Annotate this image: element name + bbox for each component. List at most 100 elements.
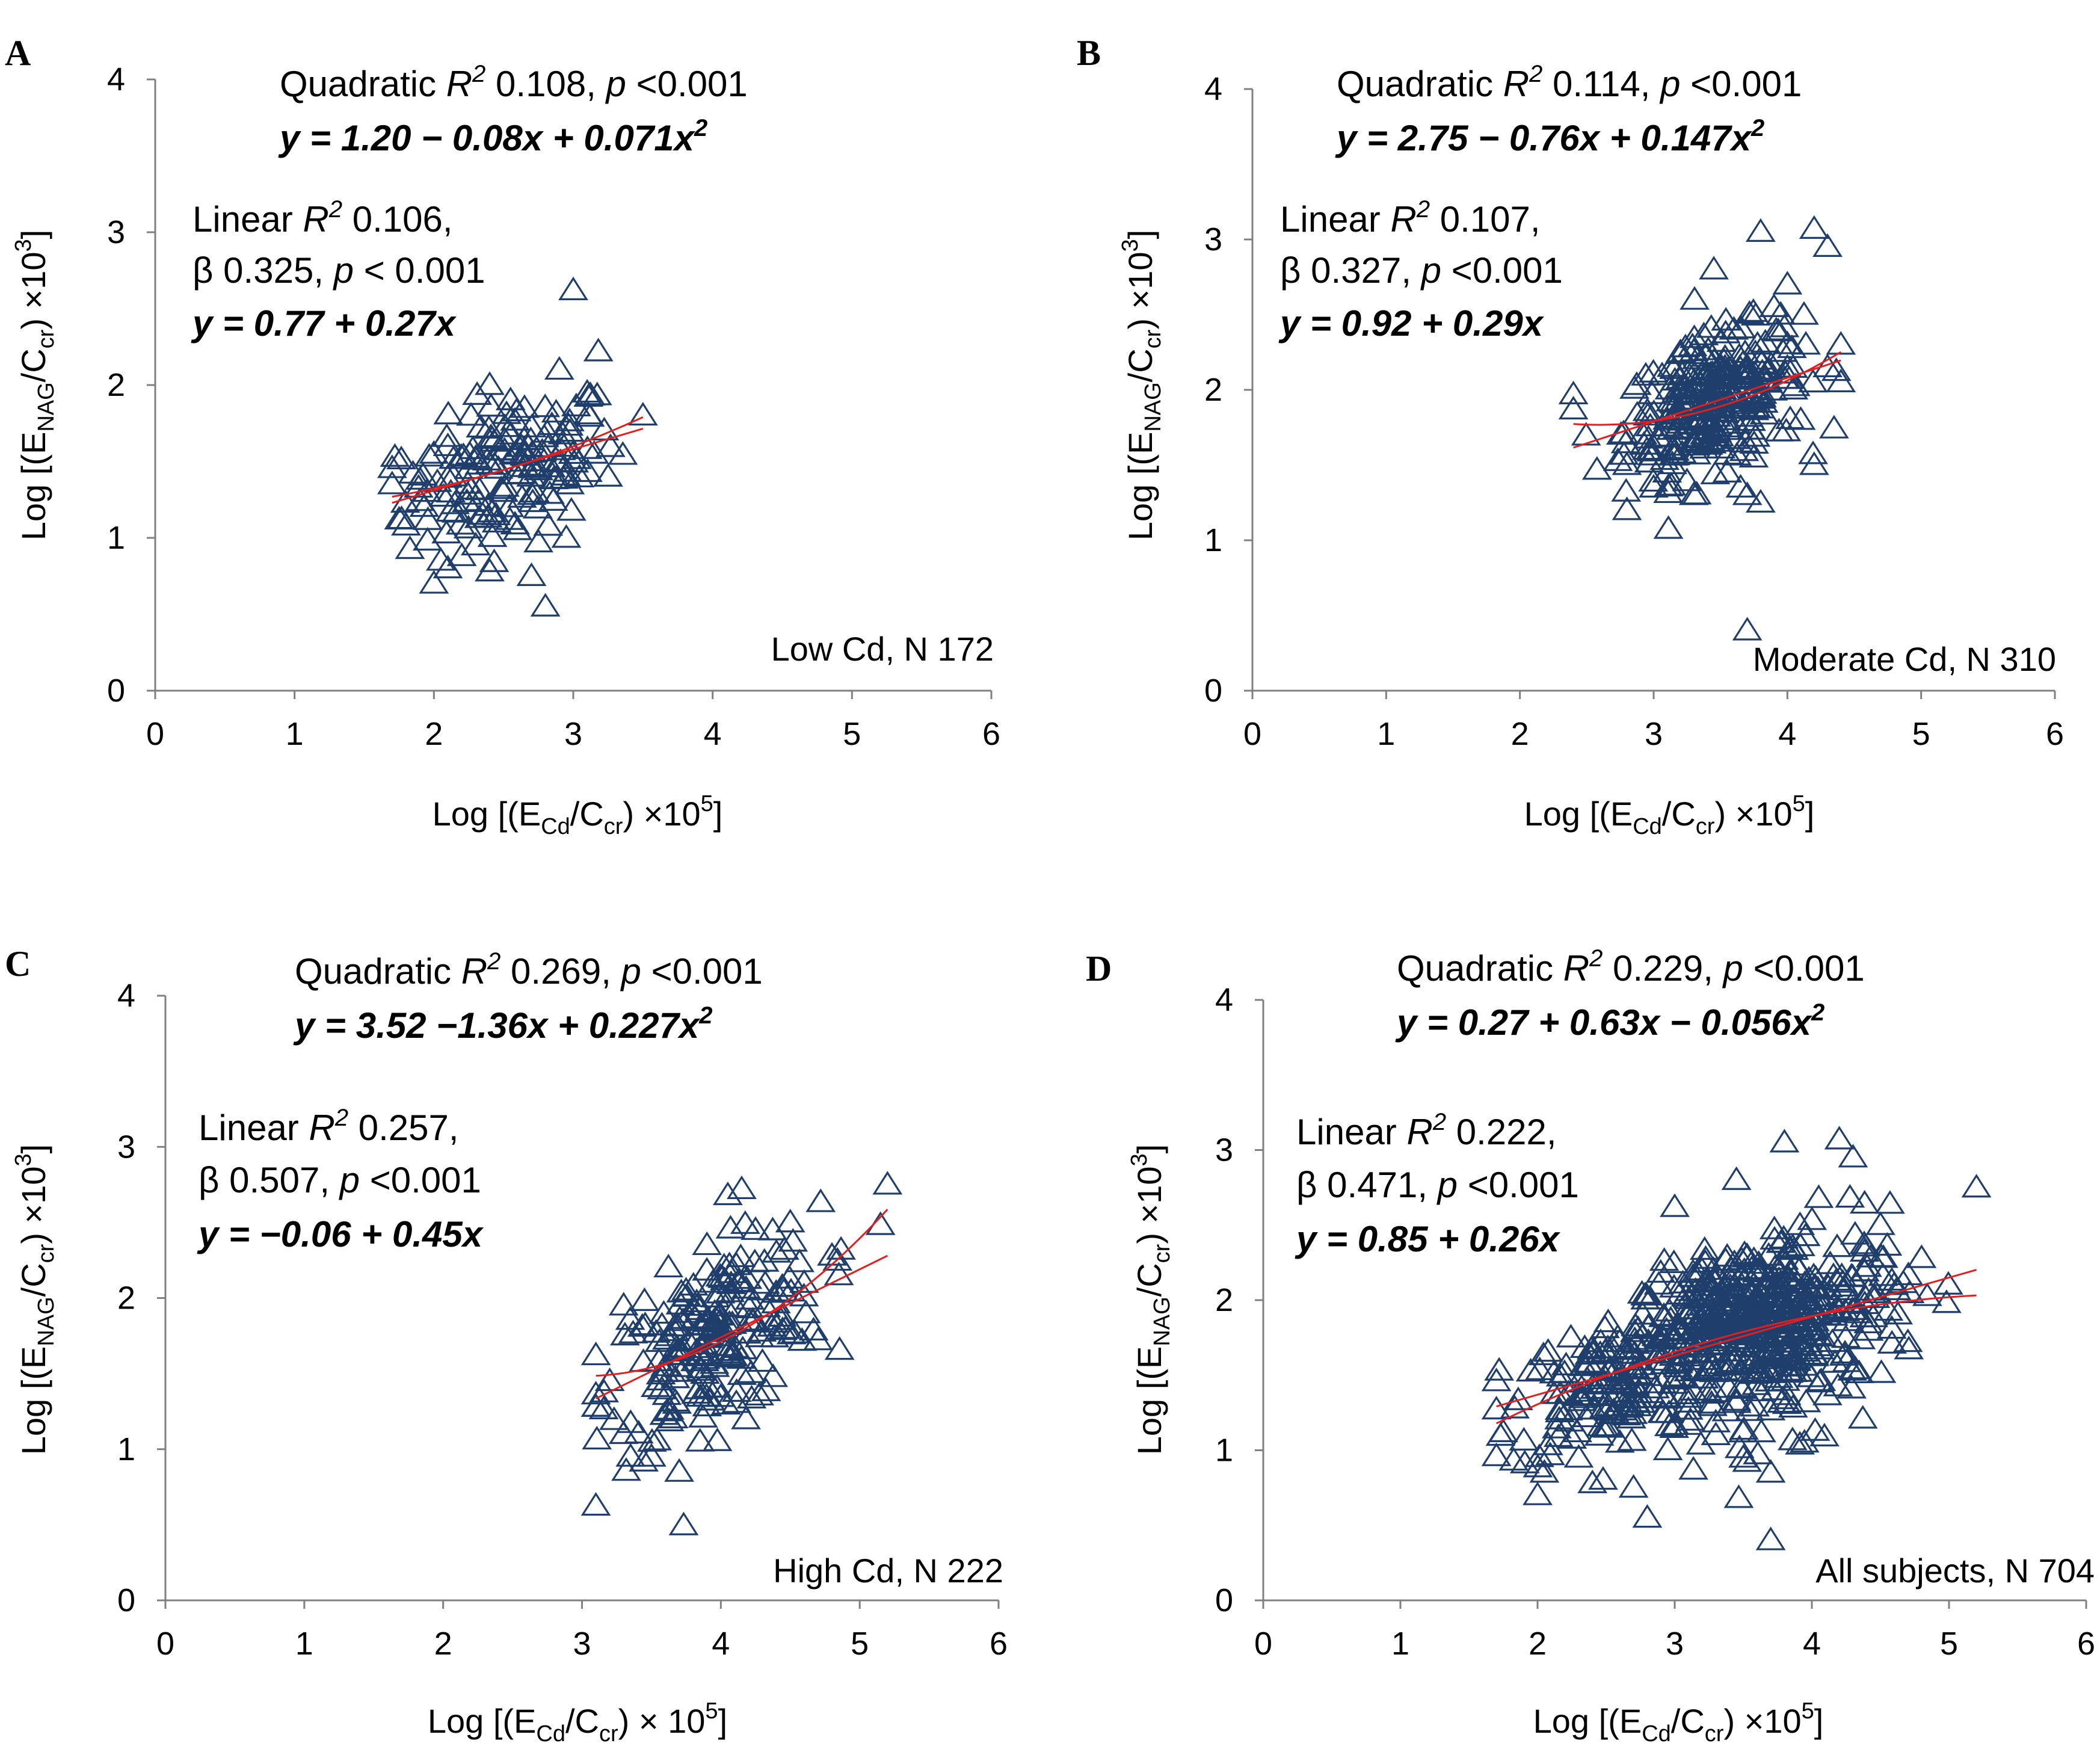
data-point (1574, 1340, 1605, 1365)
data-point (1696, 1390, 1727, 1414)
data-point (1726, 1246, 1757, 1270)
data-point (1789, 1429, 1820, 1453)
data-point (517, 454, 548, 478)
data-point (700, 1283, 730, 1308)
data-point (1692, 386, 1723, 410)
data-point (1588, 1466, 1618, 1490)
data-point (1618, 1474, 1649, 1498)
y-axis-label: Log [(ENAG/Ccr) ×103] (11, 230, 59, 540)
data-point (1553, 1380, 1584, 1404)
data-point (552, 458, 583, 482)
data-point (1826, 331, 1856, 355)
data-point (784, 1248, 815, 1272)
data-point (544, 356, 574, 380)
data-point (1679, 360, 1710, 384)
data-point (555, 470, 585, 495)
data-point (494, 493, 525, 517)
data-point (790, 1300, 821, 1324)
data-point (1826, 368, 1856, 392)
data-point (1509, 1426, 1539, 1451)
x-axis-label: Log [(ECd/Ccr) × 105] (428, 1698, 727, 1747)
data-point (1664, 379, 1695, 403)
data-point (1529, 1459, 1560, 1483)
data-point (1699, 1265, 1729, 1289)
data-point (716, 1270, 747, 1294)
data-point (615, 1306, 645, 1330)
x-tick-label: 2 (434, 1626, 452, 1662)
panel-label: D (1086, 949, 1112, 988)
data-point (1705, 1313, 1736, 1337)
data-point (1806, 1367, 1837, 1392)
data-point (1563, 1444, 1594, 1468)
scatter-points (580, 1171, 903, 1535)
data-point (688, 1404, 718, 1428)
data-point (805, 1188, 836, 1212)
y-tick-label: 3 (1204, 221, 1222, 258)
data-point (1738, 443, 1769, 467)
data-point (1673, 1411, 1704, 1435)
data-point (1772, 271, 1803, 295)
linear-beta: β 0.507, p <0.001 (199, 1160, 481, 1200)
x-axis-label: Log [(ECd/Ccr) ×105] (433, 791, 723, 839)
x-tick-label: 1 (295, 1626, 313, 1662)
data-point (1791, 1389, 1821, 1413)
data-point (1743, 1250, 1774, 1274)
data-point (1818, 415, 1849, 439)
x-tick-label: 0 (1243, 716, 1261, 752)
data-point (1674, 386, 1704, 410)
data-point (1543, 1423, 1574, 1447)
data-point (629, 1287, 660, 1311)
group-label: High Cd, N 222 (773, 1552, 1003, 1590)
data-point (1649, 1302, 1679, 1326)
data-point (1515, 1357, 1546, 1382)
data-point (1751, 1324, 1782, 1348)
x-tick-label: 6 (990, 1626, 1008, 1662)
data-point (1523, 1481, 1553, 1505)
data-point (824, 1336, 855, 1360)
data-point (1680, 286, 1710, 310)
data-point (580, 1341, 611, 1366)
panel-label: C (5, 944, 31, 984)
data-point (1805, 1332, 1835, 1357)
data-point (1906, 1244, 1937, 1268)
data-point (1637, 380, 1667, 404)
data-point (1798, 440, 1828, 464)
y-tick-label: 1 (117, 1431, 135, 1467)
data-point (1670, 333, 1701, 357)
y-tick-label: 2 (1215, 1282, 1233, 1318)
data-point (769, 1236, 799, 1260)
data-point (627, 1313, 657, 1337)
data-point (648, 1300, 679, 1324)
data-point (513, 433, 543, 457)
data-point (1732, 364, 1763, 388)
data-point (1719, 316, 1749, 340)
data-point (1837, 1263, 1868, 1288)
data-point (419, 440, 449, 464)
data-point (757, 1313, 787, 1337)
data-point (579, 440, 609, 464)
data-point (1638, 359, 1669, 383)
data-point (689, 1360, 720, 1384)
data-point (1931, 1289, 1962, 1313)
data-point (1892, 1328, 1923, 1352)
data-point (1795, 1290, 1826, 1314)
data-point (1740, 423, 1771, 447)
linear-beta: β 0.471, p <0.001 (1296, 1165, 1579, 1205)
x-tick-label: 0 (156, 1626, 174, 1662)
data-point (685, 1428, 715, 1452)
data-point (533, 512, 564, 536)
data-point (1609, 419, 1639, 443)
data-point (1732, 617, 1763, 641)
data-point (803, 1327, 833, 1351)
data-point (1698, 1324, 1729, 1348)
data-point (1616, 1427, 1647, 1451)
data-point (1739, 1348, 1769, 1372)
data-point (1750, 328, 1781, 353)
data-point (1670, 373, 1701, 397)
data-point (1874, 1190, 1905, 1214)
data-point (1806, 1322, 1837, 1347)
data-point (1679, 324, 1710, 348)
data-point (1814, 1283, 1845, 1307)
x-axis-label: Log [(ECd/Ccr) ×105] (1533, 1698, 1824, 1747)
data-point (475, 558, 505, 582)
